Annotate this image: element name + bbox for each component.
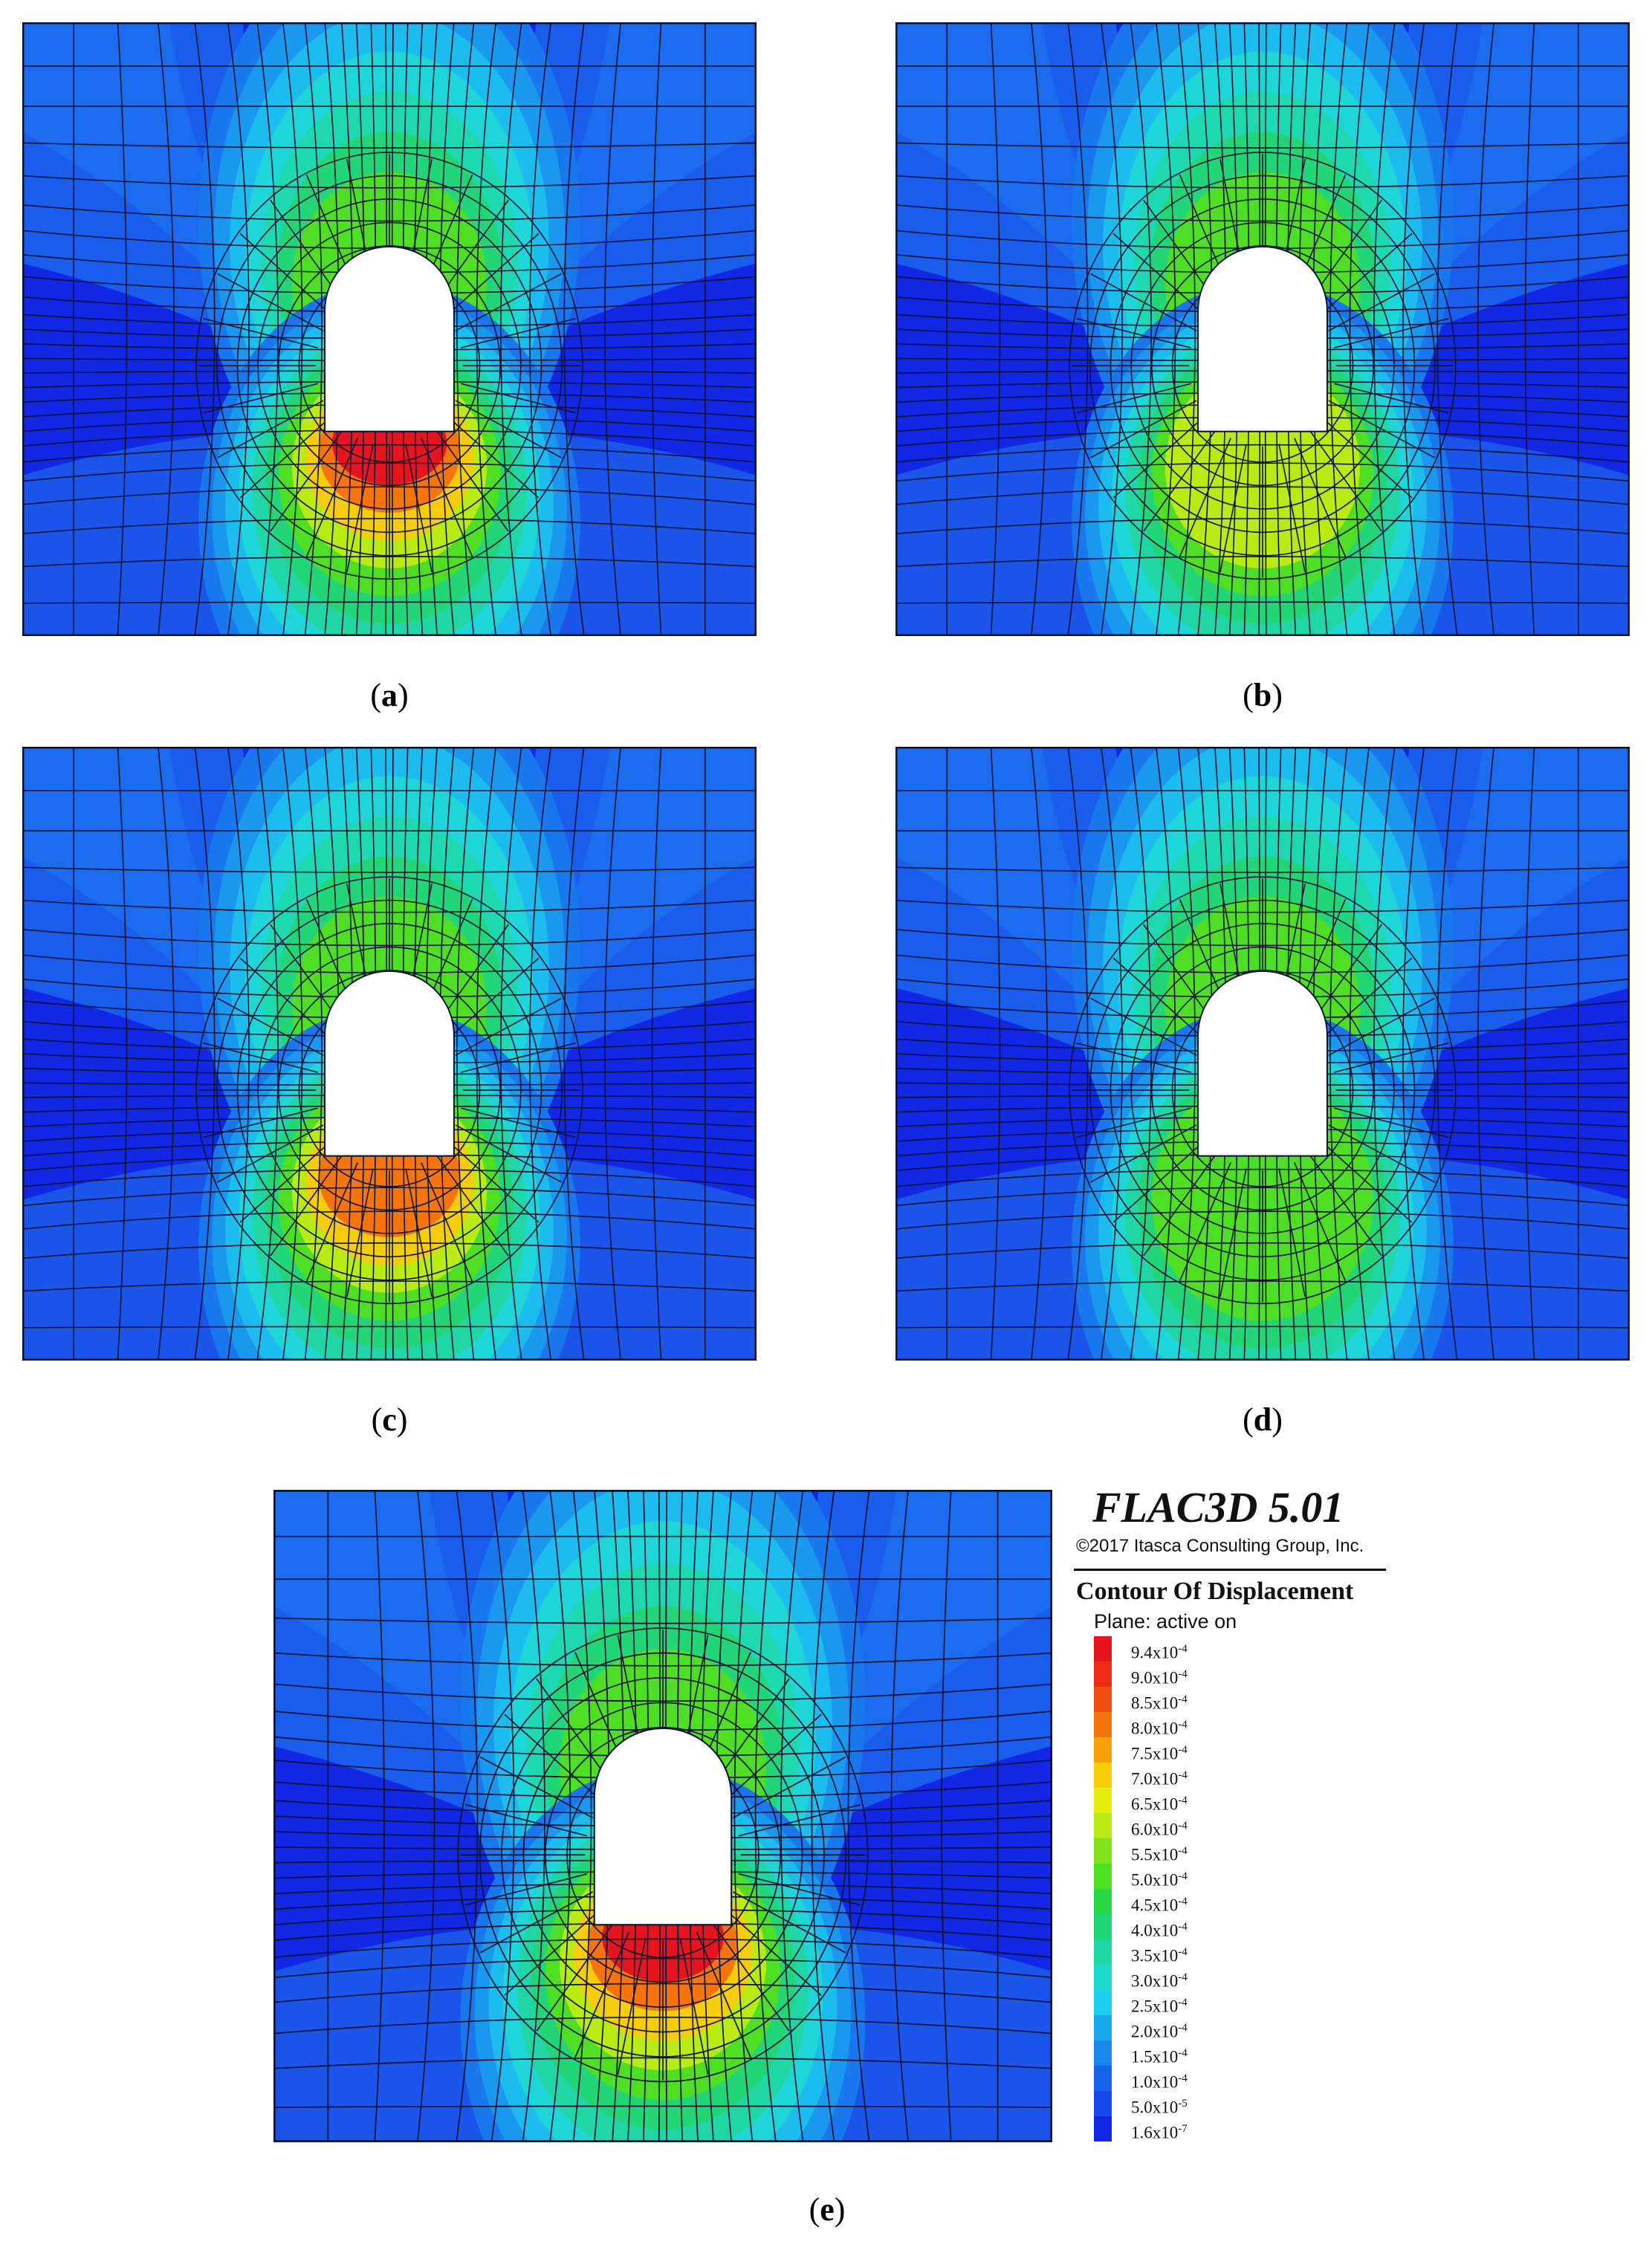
plane-text: Plane: active on (1094, 1610, 1237, 1633)
contour-panel-d (895, 747, 1630, 1361)
legend-swatch (1094, 1990, 1112, 2015)
legend-swatch (1094, 2116, 1112, 2142)
legend-title: Contour Of Displacement (1076, 1578, 1354, 1605)
legend-swatch (1094, 1712, 1112, 1737)
contour-panel-e (273, 1490, 1052, 2142)
legend-level-label: 6.0x10-4 (1131, 1820, 1188, 1839)
legend-level-label: 7.0x10-4 (1131, 1769, 1188, 1789)
contour-panel-b (895, 22, 1630, 636)
contour-legend: FLAC3D 5.01 ©2017 Itasca Consulting Grou… (1070, 1482, 1442, 2151)
legend-level-label: 1.5x10-4 (1131, 2047, 1188, 2066)
legend-swatch (1094, 1939, 1112, 1965)
legend-swatch (1094, 1813, 1112, 1838)
legend-level-label: 1.6x10-7 (1131, 2123, 1188, 2142)
legend-level-label: 4.5x10-4 (1131, 1896, 1188, 1915)
legend-swatch (1094, 1788, 1112, 1813)
legend-swatch (1094, 1889, 1112, 1914)
legend-swatch (1094, 2091, 1112, 2116)
legend-divider (1074, 1569, 1386, 1571)
legend-level-label: 3.5x10-4 (1131, 1946, 1188, 1965)
caption-e: (e) (809, 2191, 846, 2228)
legend-level-label: 3.0x10-4 (1131, 1971, 1188, 1991)
legend-level-label: 5.0x10-5 (1131, 2098, 1188, 2117)
legend-swatch (1094, 2066, 1112, 2091)
legend-swatch (1094, 2040, 1112, 2066)
contour-panel-a (22, 22, 757, 636)
legend-swatch (1094, 1661, 1112, 1687)
legend-swatch (1094, 1763, 1112, 1788)
caption-a: (a) (370, 677, 409, 713)
legend-level-label: 2.0x10-4 (1131, 2022, 1188, 2041)
legend-level-label: 6.5x10-4 (1131, 1795, 1188, 1814)
legend-labels: 9.4x10-4 9.0x10-4 8.5x10-4 8.0x10-4 7.5x10-4… (1131, 1636, 1188, 2142)
legend-swatch (1094, 1965, 1112, 1990)
legend-level-label: 9.4x10-4 (1131, 1643, 1188, 1662)
legend-swatch (1094, 1864, 1112, 1889)
legend-swatch (1094, 1838, 1112, 1864)
legend-level-label: 1.0x10-4 (1131, 2072, 1188, 2092)
software-title: FLAC3D 5.01 (1092, 1483, 1344, 1531)
contour-panel-c (22, 747, 757, 1361)
caption-c: (c) (371, 1401, 408, 1438)
legend-swatch (1094, 1636, 1112, 1661)
legend-swatch (1094, 1687, 1112, 1712)
caption-b: (b) (1243, 677, 1283, 713)
legend-level-label: 5.5x10-4 (1131, 1845, 1188, 1864)
legend-swatch (1094, 1914, 1112, 1939)
legend-swatch (1094, 2015, 1112, 2040)
legend-level-label: 4.0x10-4 (1131, 1921, 1188, 1940)
legend-level-label: 5.0x10-4 (1131, 1870, 1188, 1890)
caption-d: (d) (1243, 1401, 1283, 1438)
legend-swatch (1094, 1737, 1112, 1763)
legend-level-label: 8.5x10-4 (1131, 1693, 1188, 1713)
copyright-text: ©2017 Itasca Consulting Group, Inc. (1076, 1536, 1364, 1556)
legend-level-label: 8.0x10-4 (1131, 1719, 1188, 1738)
color-bar (1094, 1636, 1112, 2142)
legend-level-label: 2.5x10-4 (1131, 1997, 1188, 2016)
legend-level-label: 7.5x10-4 (1131, 1744, 1188, 1763)
legend-level-label: 9.0x10-4 (1131, 1668, 1188, 1688)
